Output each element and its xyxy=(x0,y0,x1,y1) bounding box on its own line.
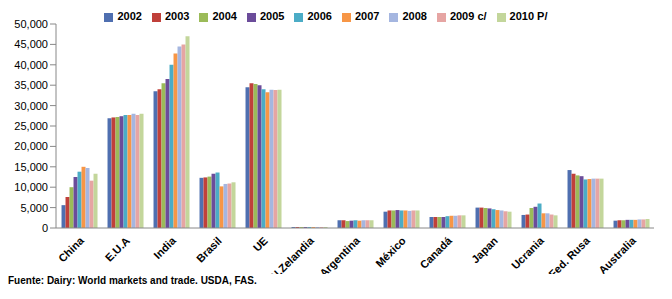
svg-text:40,000: 40,000 xyxy=(14,59,48,71)
svg-text:30,000: 30,000 xyxy=(14,100,48,112)
html-text:2010 P/: 2010 P/ xyxy=(509,10,548,22)
svg-text:E.U.A: E.U.A xyxy=(103,234,132,263)
svg-text:Ucrania: Ucrania xyxy=(509,234,547,272)
svg-text:Brasil: Brasil xyxy=(194,234,224,264)
svg-text:México: México xyxy=(373,234,408,269)
svg-text:Australia: Australia xyxy=(596,234,638,274)
svg-text:5,000: 5,000 xyxy=(20,202,48,214)
svg-text:10,000: 10,000 xyxy=(14,181,48,193)
svg-text:0: 0 xyxy=(42,222,48,234)
svg-text:N.Zelandia: N.Zelandia xyxy=(268,234,316,274)
svg-text:20,000: 20,000 xyxy=(14,140,48,152)
svg-text:35,000: 35,000 xyxy=(14,79,48,91)
svg-text:India: India xyxy=(151,234,178,261)
svg-text:Fed. Rusa: Fed. Rusa xyxy=(546,234,592,274)
html-text:2004: 2004 xyxy=(212,10,237,22)
html-text:Fuente: Dairy: World markets a: Fuente: Dairy: World markets and trade. … xyxy=(8,275,257,286)
svg-text:50,000: 50,000 xyxy=(14,18,48,30)
svg-text:Canadá: Canadá xyxy=(417,234,454,271)
html-text:2008: 2008 xyxy=(402,10,427,22)
svg-text:UE: UE xyxy=(251,234,270,253)
svg-text:Argentina: Argentina xyxy=(317,234,362,274)
svg-text:China: China xyxy=(56,234,87,265)
svg-text:25,000: 25,000 xyxy=(14,120,48,132)
html-text:2009 c/: 2009 c/ xyxy=(449,10,487,22)
html-text:2006: 2006 xyxy=(307,10,332,22)
html-text:2005: 2005 xyxy=(259,10,285,22)
html-text:2002: 2002 xyxy=(117,10,142,22)
svg-text:45,000: 45,000 xyxy=(14,38,48,50)
html-text:2003: 2003 xyxy=(165,10,190,22)
svg-text:Japan: Japan xyxy=(469,234,500,265)
html-text:2007: 2007 xyxy=(354,10,380,22)
svg-text:15,000: 15,000 xyxy=(14,161,48,173)
